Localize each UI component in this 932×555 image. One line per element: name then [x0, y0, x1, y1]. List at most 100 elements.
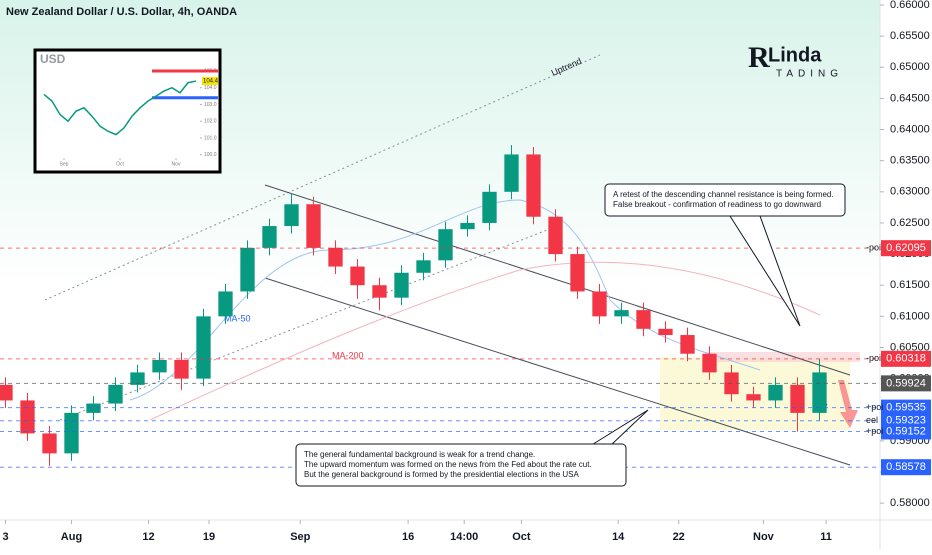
x-tick-label: 14:00	[450, 531, 478, 543]
y-tick-label: 0.62500	[890, 217, 930, 229]
candle-body	[262, 226, 277, 248]
level-tag: eel	[866, 415, 878, 425]
candle-body	[812, 372, 827, 413]
candle-body	[394, 272, 409, 298]
inset-badge	[202, 77, 218, 86]
uptrend-line	[44, 54, 601, 301]
x-tick-label: 19	[203, 531, 215, 543]
price-label: 0.58578	[886, 461, 926, 473]
price-badge	[881, 399, 931, 416]
callout-text: But the general background is formed by …	[304, 470, 579, 479]
inset-y-tick-label: 100.0	[204, 152, 217, 158]
x-tick-label: 3	[2, 531, 8, 543]
candle-body	[196, 316, 211, 379]
logo: R Linda TADING	[748, 41, 843, 80]
annotation: MA-50	[224, 313, 251, 323]
candle-body	[218, 291, 233, 317]
y-tick-label: 0.65000	[890, 61, 930, 73]
candle-body	[504, 154, 519, 192]
price-badge	[881, 423, 931, 440]
y-tick-label: 0.66000	[890, 0, 930, 11]
callout	[604, 183, 846, 217]
inset-y-tick-label: 103.0	[204, 102, 217, 108]
inset-y-tick-label: 102.0	[204, 119, 217, 125]
y-tick-label: 0.63500	[890, 155, 930, 167]
candle-body	[86, 403, 101, 413]
y-tick-label: 0.58000	[890, 497, 930, 509]
candle-body	[42, 433, 57, 454]
ma-200	[149, 261, 821, 421]
callout	[295, 443, 627, 487]
price-badge	[881, 240, 931, 257]
price-label: 0.59535	[886, 401, 926, 413]
level-tag: -poi	[866, 353, 881, 363]
candle-body	[548, 216, 563, 255]
price-label: 0.60318	[886, 353, 926, 365]
y-tick-label: 0.65500	[890, 30, 930, 42]
drawings	[44, 54, 860, 466]
inset-x-tick-label: Oct	[116, 161, 124, 167]
candle-body	[636, 310, 651, 329]
candle-body	[284, 204, 299, 227]
channel-line	[264, 184, 851, 376]
candle-body	[130, 372, 145, 385]
annotation: MA-200	[332, 350, 364, 360]
candle-body	[570, 254, 585, 292]
level-tag: +poi	[866, 426, 883, 436]
logo-sub: TADING	[776, 69, 843, 80]
chart-title: New Zealand Dollar / U.S. Dollar, 4h, OA…	[6, 6, 237, 18]
candle-body	[790, 384, 805, 413]
inset-x-tick-label: Nov	[172, 161, 181, 167]
callout-text: The upward momentum was formed on the ne…	[304, 460, 592, 469]
candle-body	[702, 353, 717, 373]
inset-title: USD	[40, 52, 66, 66]
candle-body	[658, 328, 673, 336]
logo-initial: R	[748, 41, 770, 74]
candle-body	[438, 229, 453, 261]
level-tag: +poi	[866, 402, 883, 412]
zone	[705, 352, 860, 362]
callout-text: The general fundamental background is we…	[304, 450, 535, 459]
candle-body	[372, 285, 387, 298]
inset-line	[43, 80, 197, 136]
y-tick-label: 0.64500	[890, 92, 930, 104]
x-tick-label: 12	[142, 531, 154, 543]
price-badge	[881, 375, 931, 392]
x-tick-label: 14	[612, 531, 625, 543]
price-label: 0.62095	[886, 242, 926, 254]
inset-frame	[33, 48, 222, 174]
y-tick-label: 0.61000	[890, 310, 930, 322]
candle-body	[328, 247, 343, 267]
candle-body	[768, 384, 783, 401]
price-label: 0.59924	[886, 377, 926, 389]
inset-y-tick-label: 101.0	[204, 135, 217, 141]
inset-badge-label: 104.4	[203, 79, 219, 85]
candle-body	[350, 266, 365, 286]
inset-y-tick-label: 104.0	[204, 85, 217, 91]
candle-body	[416, 260, 431, 273]
candle-body	[460, 222, 475, 230]
y-tick-label: 0.63000	[890, 186, 930, 198]
y-tick-label: 0.61500	[890, 279, 930, 291]
inset-x-tick-label: Sep	[60, 161, 69, 167]
x-tick-label: 22	[673, 531, 685, 543]
candle-body	[108, 384, 123, 404]
level-tag: -poi	[866, 243, 881, 253]
x-tick-label: Sep	[290, 531, 310, 543]
y-tick-label: 0.60500	[890, 341, 930, 353]
candle-body	[592, 291, 607, 317]
y-tick-label: 0.64000	[890, 123, 930, 135]
logo-name: Linda	[768, 44, 822, 66]
callout-text: A retest of the descending channel resis…	[613, 190, 834, 199]
candle-body	[482, 191, 497, 223]
candle-body	[240, 247, 255, 292]
price-badge	[881, 459, 931, 476]
inset-chart: USD 100.0101.0102.0103.0104.0105.0SepOct…	[33, 48, 222, 174]
candle-body	[614, 310, 629, 317]
channel-line	[264, 277, 851, 466]
candle-body	[746, 394, 761, 401]
candle-body	[20, 400, 35, 434]
candle-body	[0, 384, 13, 401]
